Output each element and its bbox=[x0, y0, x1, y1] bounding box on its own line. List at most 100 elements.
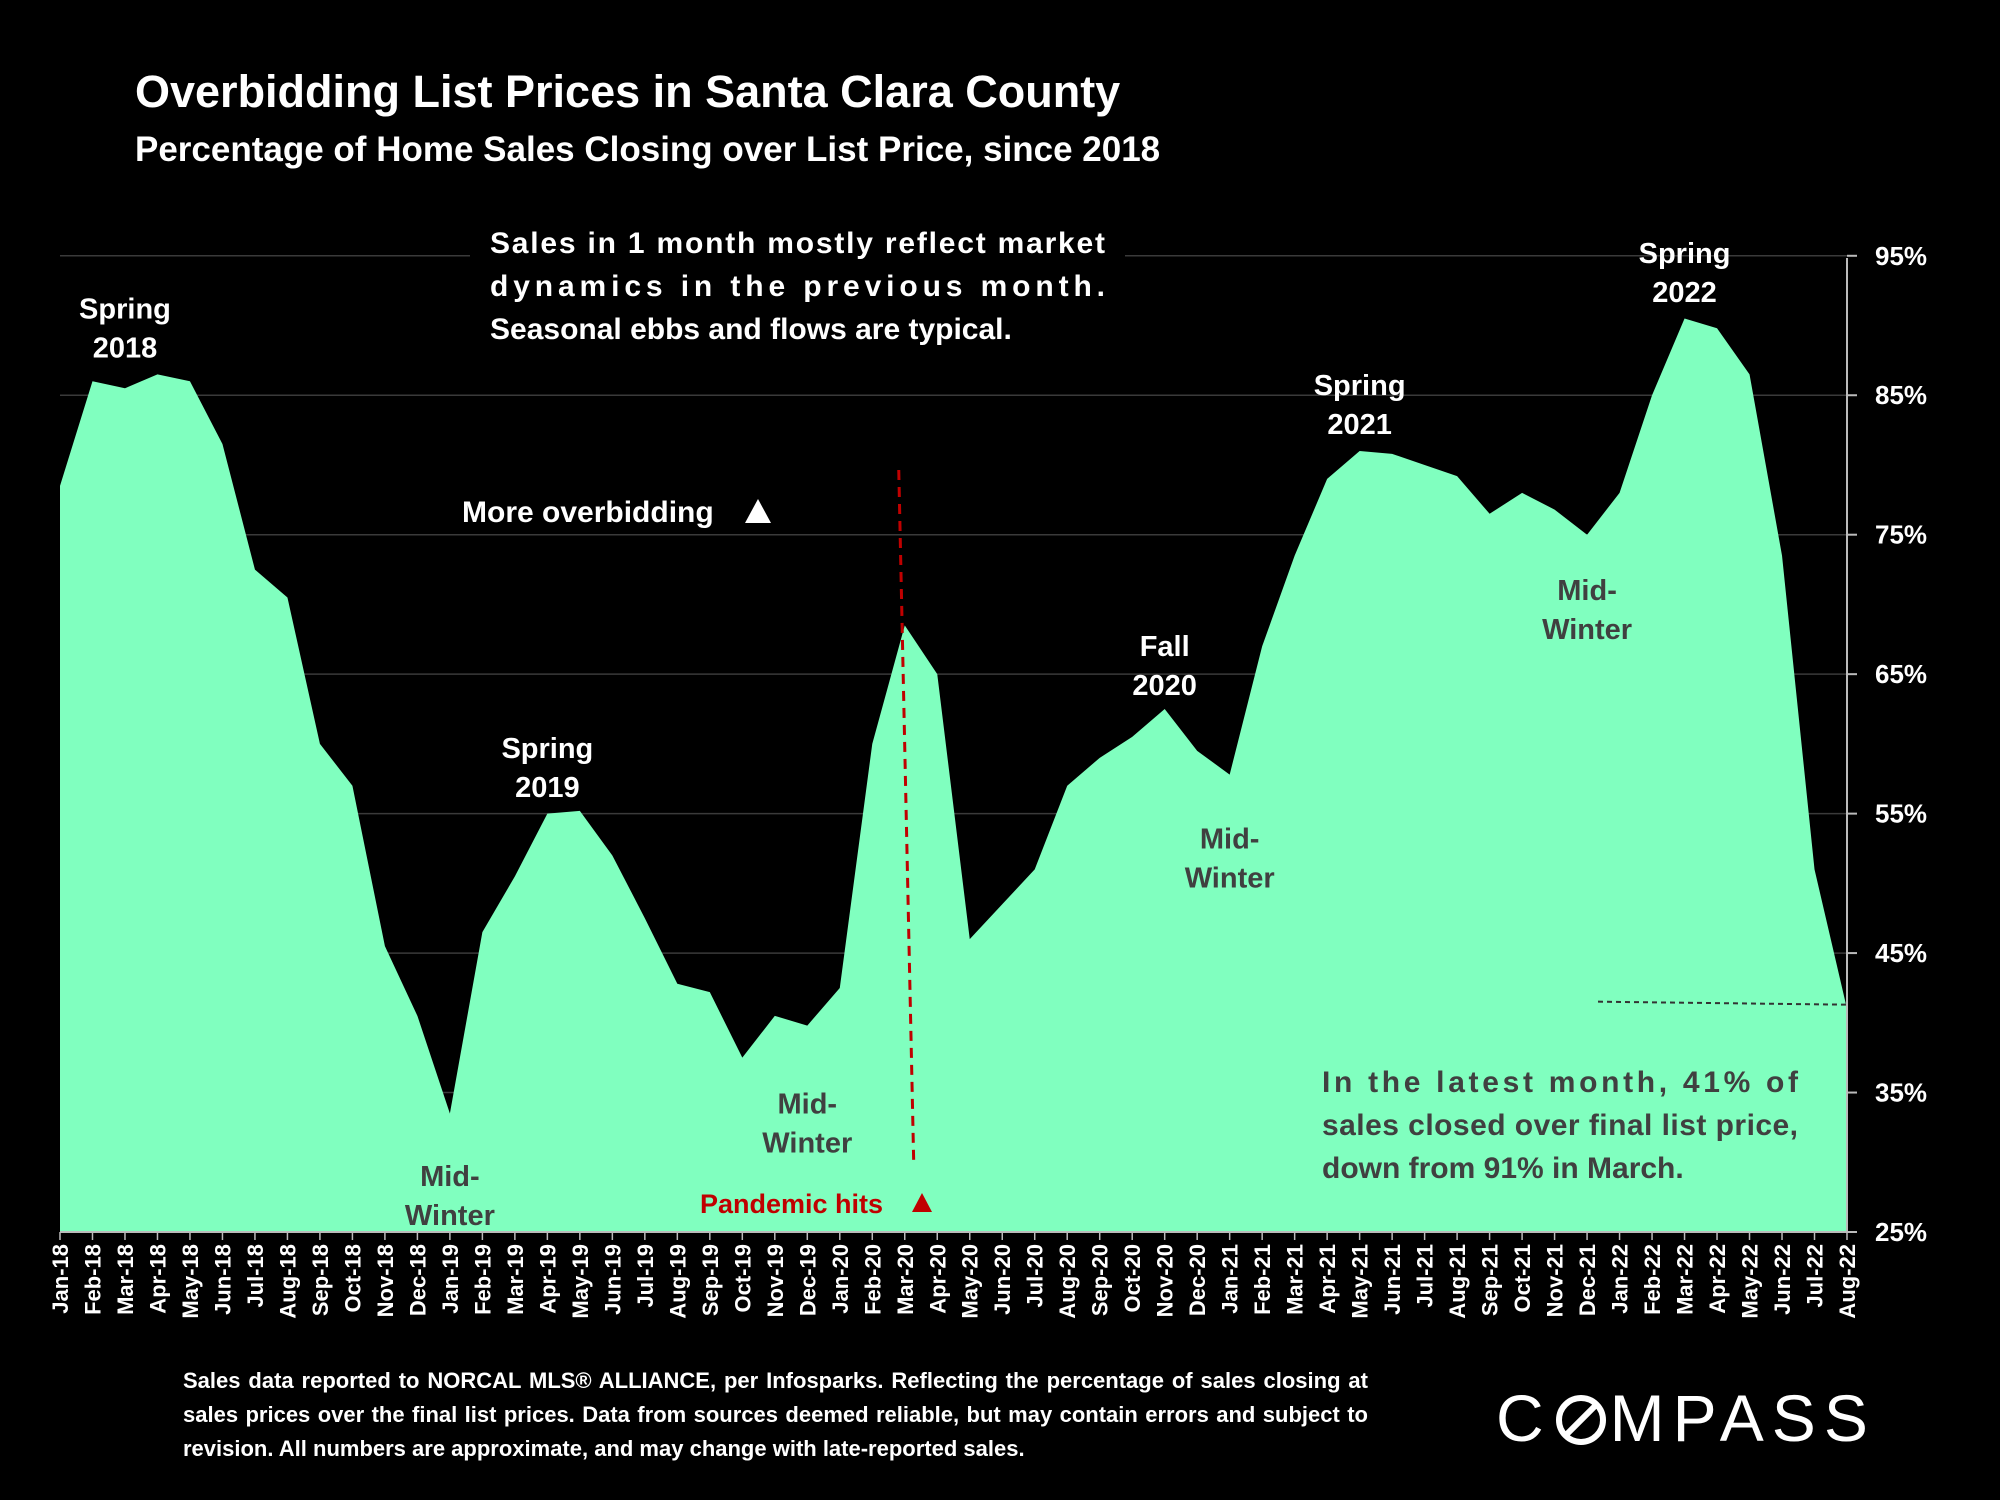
x-tick-label: Mar-22 bbox=[1673, 1244, 1698, 1315]
x-tick-label: May-21 bbox=[1348, 1244, 1373, 1319]
annotation-spring-2019: Spring 2019 bbox=[501, 733, 593, 804]
market-note-line: Seasonal ebbs and flows are typical. bbox=[490, 313, 1012, 346]
annotation-line: Winter bbox=[762, 1127, 852, 1159]
x-tick-label: May-19 bbox=[568, 1244, 593, 1319]
source-footnote: Sales data reported to NORCAL MLS® ALLIA… bbox=[183, 1368, 1368, 1461]
x-tick-label: Sep-20 bbox=[1088, 1244, 1113, 1316]
x-tick-label: Nov-21 bbox=[1543, 1244, 1568, 1317]
annotation-line: 2020 bbox=[1132, 670, 1197, 702]
annotation-line: Spring bbox=[79, 294, 171, 326]
x-tick-label: Jul-20 bbox=[1023, 1244, 1048, 1308]
annotation-mid-winter-2019: Mid- Winter bbox=[405, 1161, 495, 1232]
x-tick-label: Jan-21 bbox=[1218, 1244, 1243, 1314]
chart-title: Overbidding List Prices in Santa Clara C… bbox=[135, 66, 1121, 117]
x-tick-label: Mar-19 bbox=[503, 1244, 528, 1315]
y-tick-label: 65% bbox=[1875, 659, 1927, 689]
compass-logo: C MPASS bbox=[1496, 1380, 1876, 1456]
x-tick-label: Jun-19 bbox=[600, 1244, 625, 1315]
annotation-line: 2018 bbox=[93, 333, 158, 365]
x-tick-label: Nov-20 bbox=[1153, 1244, 1178, 1317]
annotation-line: Winter bbox=[405, 1200, 495, 1232]
x-tick-label: Feb-19 bbox=[470, 1244, 495, 1315]
y-tick-label: 55% bbox=[1875, 799, 1927, 829]
pandemic-marker-line bbox=[897, 469, 916, 1166]
annotation-mid-winter-2021: Mid- Winter bbox=[1185, 823, 1275, 894]
compass-o-icon bbox=[1555, 1395, 1606, 1445]
x-tick-label: Jun-21 bbox=[1380, 1244, 1405, 1315]
x-tick-label: Jan-19 bbox=[438, 1244, 463, 1314]
x-axis-ticks: Jan-18 Feb-18 Mar-18 Apr-18 May-18 Jun-18 Jul-… bbox=[48, 1231, 1860, 1319]
x-tick-label: Oct-18 bbox=[340, 1244, 365, 1312]
pandemic-triangle-icon bbox=[912, 1193, 932, 1212]
x-tick-label: Oct-21 bbox=[1510, 1244, 1535, 1312]
x-tick-label: Aug-20 bbox=[1055, 1244, 1080, 1319]
chart-subtitle: Percentage of Home Sales Closing over Li… bbox=[135, 130, 1161, 169]
annotation-line: Mid- bbox=[777, 1088, 837, 1120]
y-axis-ticks: 25% 35% 45% 55% 65% 75% 85% 95% bbox=[1846, 241, 1927, 1247]
y-tick-label: 75% bbox=[1875, 520, 1927, 550]
y-tick-label: 25% bbox=[1875, 1217, 1927, 1247]
x-tick-label: Jul-19 bbox=[633, 1244, 658, 1308]
x-tick-label: Jun-20 bbox=[990, 1244, 1015, 1315]
annotation-line: Spring bbox=[501, 733, 593, 765]
y-tick-label: 35% bbox=[1875, 1078, 1927, 1108]
x-tick-label: Feb-22 bbox=[1640, 1244, 1665, 1315]
annotation-line: Mid- bbox=[420, 1161, 480, 1193]
latest-note-line: In the latest month, 41% of bbox=[1322, 1066, 1799, 1099]
x-tick-label: Sep-18 bbox=[308, 1244, 333, 1316]
x-tick-label: Dec-20 bbox=[1185, 1244, 1210, 1316]
x-tick-label: Dec-18 bbox=[405, 1244, 430, 1316]
annotation-line: Winter bbox=[1542, 614, 1632, 646]
annotation-mid-winter-2022: Mid- Winter bbox=[1542, 575, 1632, 646]
annotation-line: Mid- bbox=[1557, 575, 1617, 607]
x-tick-label: Jul-18 bbox=[243, 1244, 268, 1308]
x-tick-label: Aug-22 bbox=[1835, 1244, 1860, 1319]
x-tick-label: Mar-20 bbox=[893, 1244, 918, 1315]
x-tick-label: Nov-18 bbox=[373, 1244, 398, 1317]
x-tick-label: Apr-21 bbox=[1315, 1244, 1340, 1314]
latest-value-line bbox=[1597, 1000, 1848, 1006]
x-tick-label: Apr-18 bbox=[145, 1244, 170, 1314]
latest-note-line: sales closed over final list price, bbox=[1322, 1109, 1798, 1142]
annotation-mid-winter-2020: Mid- Winter bbox=[762, 1088, 852, 1159]
market-note-line: dynamics in the previous month. bbox=[490, 270, 1105, 303]
more-overbidding-label: More overbidding bbox=[462, 496, 714, 529]
annotation-line: Mid- bbox=[1200, 823, 1260, 855]
x-tick-label: May-18 bbox=[178, 1244, 203, 1319]
annotation-fall-2020: Fall 2020 bbox=[1132, 631, 1197, 702]
x-tick-label: Mar-18 bbox=[113, 1244, 138, 1315]
x-tick-label: May-22 bbox=[1738, 1244, 1763, 1319]
annotation-line: Spring bbox=[1639, 238, 1731, 270]
annotation-line: 2021 bbox=[1327, 409, 1392, 441]
pandemic-label: Pandemic hits bbox=[700, 1189, 883, 1219]
x-tick-label: Feb-20 bbox=[860, 1244, 885, 1315]
latest-note-line: down from 91% in March. bbox=[1322, 1152, 1684, 1185]
annotation-line: 2019 bbox=[515, 772, 580, 804]
x-tick-label: Jul-21 bbox=[1413, 1244, 1438, 1308]
y-tick-label: 45% bbox=[1875, 938, 1927, 968]
annotation-spring-2021: Spring 2021 bbox=[1314, 370, 1406, 441]
annotation-spring-2022: Spring 2022 bbox=[1639, 238, 1731, 309]
x-tick-label: Aug-19 bbox=[665, 1244, 690, 1319]
x-tick-label: Feb-21 bbox=[1250, 1244, 1275, 1315]
x-tick-label: Apr-22 bbox=[1705, 1244, 1730, 1314]
x-tick-label: Jun-22 bbox=[1770, 1244, 1795, 1315]
x-tick-label: Aug-18 bbox=[275, 1244, 300, 1319]
annotation-line: Spring bbox=[1314, 370, 1406, 402]
annotation-line: Winter bbox=[1185, 862, 1275, 894]
y-tick-label: 95% bbox=[1875, 241, 1927, 271]
x-tick-label: Sep-21 bbox=[1478, 1244, 1503, 1316]
annotation-line: Fall bbox=[1140, 631, 1190, 663]
x-tick-label: Jan-22 bbox=[1608, 1244, 1633, 1314]
x-tick-label: Jan-20 bbox=[828, 1244, 853, 1314]
x-tick-label: Apr-19 bbox=[535, 1244, 560, 1314]
x-tick-label: Jul-22 bbox=[1803, 1244, 1828, 1308]
annotation-spring-2018: Spring 2018 bbox=[79, 294, 171, 365]
x-tick-label: Feb-18 bbox=[80, 1244, 105, 1315]
annotation-line: 2022 bbox=[1652, 277, 1717, 309]
x-tick-label: Dec-19 bbox=[795, 1244, 820, 1316]
logo-text-start: C bbox=[1496, 1381, 1552, 1455]
x-tick-label: Sep-19 bbox=[698, 1244, 723, 1316]
x-tick-label: Oct-19 bbox=[730, 1244, 755, 1312]
